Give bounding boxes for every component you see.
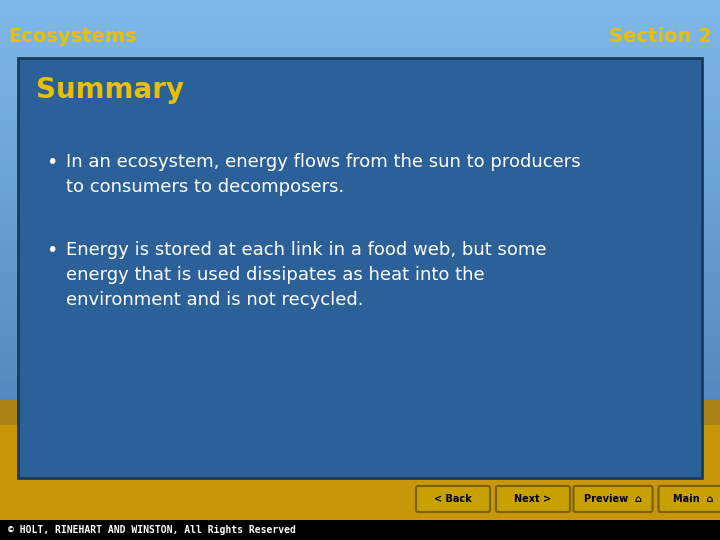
Text: Energy is stored at each link in a food web, but some
energy that is used dissip: Energy is stored at each link in a food … — [66, 241, 546, 309]
Text: Preview  ⌂: Preview ⌂ — [584, 494, 642, 504]
Bar — [0, 191, 720, 208]
Bar — [0, 399, 720, 415]
Bar — [0, 462, 720, 479]
Bar — [0, 382, 720, 400]
Text: •: • — [46, 153, 58, 172]
Text: In an ecosystem, energy flows from the sun to producers
to consumers to decompos: In an ecosystem, energy flows from the s… — [66, 153, 580, 196]
FancyBboxPatch shape — [574, 486, 652, 512]
Bar — [0, 32, 720, 49]
FancyBboxPatch shape — [496, 486, 570, 512]
Bar — [0, 303, 720, 320]
Bar — [0, 207, 720, 224]
Bar — [0, 335, 720, 352]
Bar — [0, 80, 720, 97]
Text: < Back: < Back — [434, 494, 472, 504]
Bar — [0, 223, 720, 240]
Text: Ecosystems: Ecosystems — [8, 26, 137, 45]
Bar — [0, 96, 720, 112]
Bar — [0, 446, 720, 463]
Bar — [0, 176, 720, 192]
Bar — [0, 112, 720, 129]
Bar — [0, 16, 720, 33]
Bar — [0, 144, 720, 160]
Bar — [0, 159, 720, 176]
Bar — [0, 0, 720, 17]
FancyBboxPatch shape — [416, 486, 490, 512]
Bar — [0, 350, 720, 367]
Bar — [0, 430, 720, 447]
Bar — [0, 271, 720, 288]
Bar — [0, 127, 720, 144]
Bar — [0, 255, 720, 272]
FancyBboxPatch shape — [659, 486, 720, 512]
Bar — [0, 239, 720, 256]
Text: Main  ⌂: Main ⌂ — [672, 494, 714, 504]
Bar — [0, 400, 720, 425]
Bar — [0, 287, 720, 303]
Text: Next >: Next > — [514, 494, 552, 504]
Bar — [0, 48, 720, 65]
Text: Section 2: Section 2 — [609, 26, 712, 45]
Text: © HOLT, RINEHART AND WINSTON, All Rights Reserved: © HOLT, RINEHART AND WINSTON, All Rights… — [8, 525, 296, 535]
Bar — [0, 367, 720, 383]
Text: Summary: Summary — [36, 76, 184, 104]
Bar — [0, 319, 720, 335]
Bar — [18, 58, 702, 478]
Bar — [0, 64, 720, 80]
Bar — [0, 414, 720, 431]
Text: •: • — [46, 241, 58, 260]
Bar — [0, 478, 720, 520]
Bar — [0, 520, 720, 540]
Bar — [0, 400, 720, 478]
